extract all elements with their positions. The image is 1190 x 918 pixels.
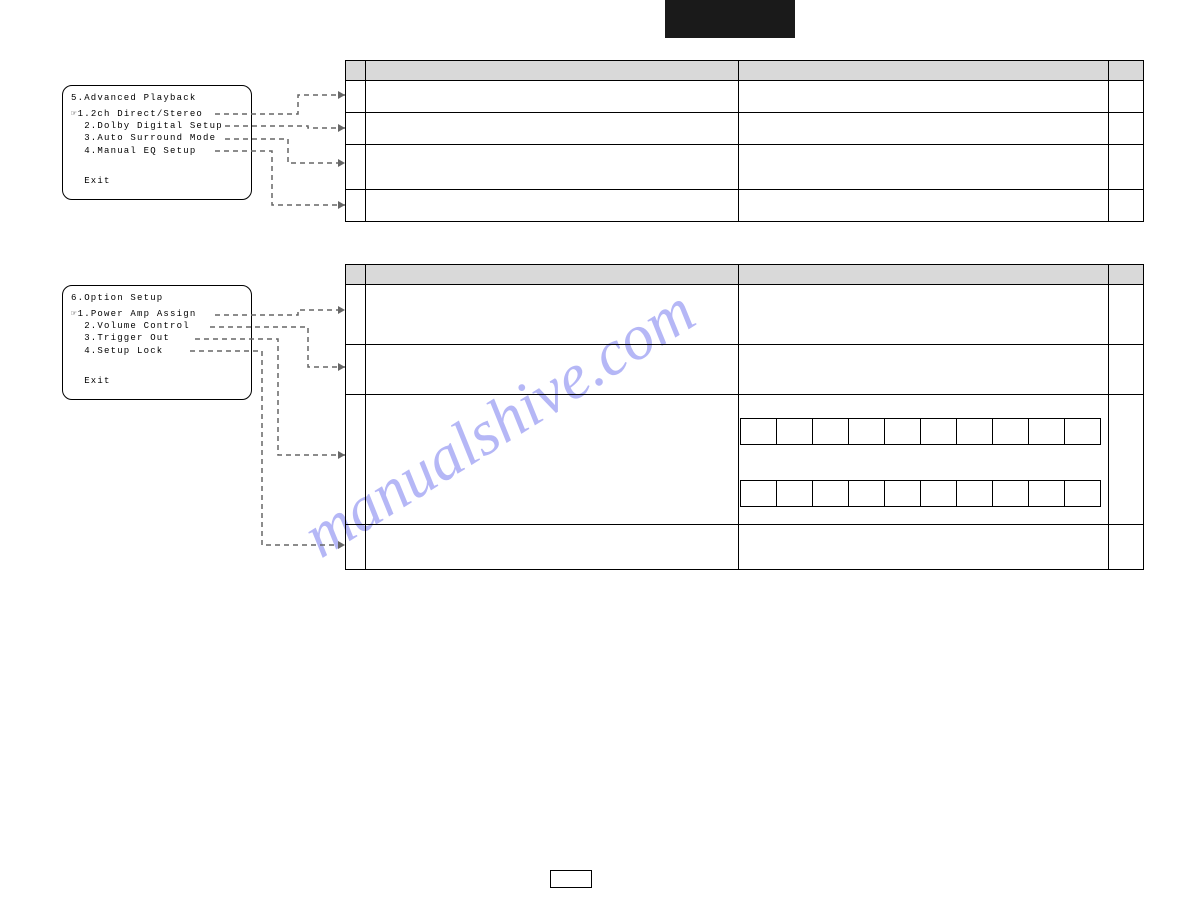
menu-item: 2.Volume Control <box>71 320 243 332</box>
menu-option-setup: 6.Option Setup ☞1.Power Amp Assign 2.Vol… <box>62 285 252 400</box>
menu-title: 5.Advanced Playback <box>71 92 243 104</box>
inner-grid-1 <box>740 418 1101 445</box>
menu-exit: Exit <box>71 375 243 387</box>
menu-advanced-playback: 5.Advanced Playback ☞1.2ch Direct/Stereo… <box>62 85 252 200</box>
menu-item: ☞1.Power Amp Assign <box>71 308 243 320</box>
menu-item: 3.Trigger Out <box>71 332 243 344</box>
menu-item: 4.Setup Lock <box>71 345 243 357</box>
menu-item: 2.Dolby Digital Setup <box>71 120 243 132</box>
header-dark-block <box>665 0 795 38</box>
settings-table-2 <box>345 264 1144 570</box>
menu-title: 6.Option Setup <box>71 292 243 304</box>
menu-exit: Exit <box>71 175 243 187</box>
menu-item: 4.Manual EQ Setup <box>71 145 243 157</box>
inner-grid-2 <box>740 480 1101 507</box>
settings-table-1 <box>345 60 1144 222</box>
menu-item: ☞1.2ch Direct/Stereo <box>71 108 243 120</box>
menu-item: 3.Auto Surround Mode <box>71 132 243 144</box>
page-number-box <box>550 870 592 888</box>
